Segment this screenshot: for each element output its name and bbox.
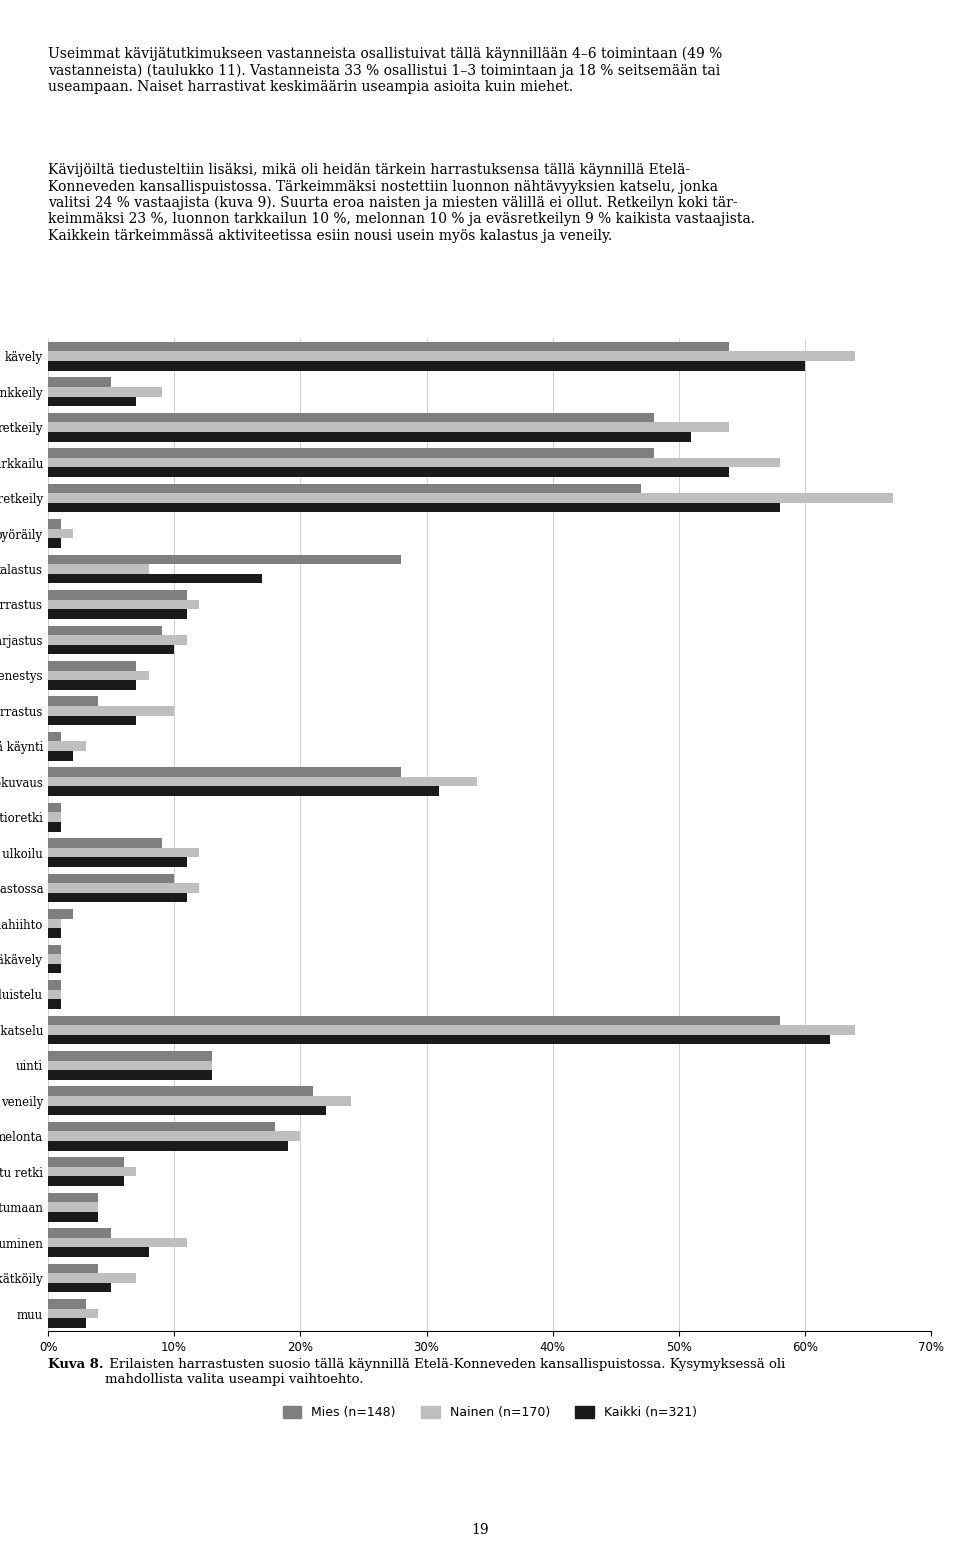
Bar	[48, 626, 161, 635]
Bar	[48, 1177, 124, 1186]
Bar	[48, 1228, 111, 1238]
Bar	[48, 1309, 99, 1318]
Bar	[48, 1051, 212, 1061]
Bar	[48, 609, 187, 618]
Bar	[48, 716, 136, 725]
Bar	[48, 752, 73, 761]
Bar	[48, 1211, 99, 1222]
Bar	[48, 351, 855, 360]
Bar	[48, 1202, 99, 1211]
Bar	[48, 1157, 124, 1166]
Bar	[48, 635, 187, 644]
Bar	[48, 387, 161, 396]
Bar	[48, 696, 99, 707]
Text: Erilaisten harrastusten suosio tällä käynnillä Etelä-Konneveden kansallispuistos: Erilaisten harrastusten suosio tällä käy…	[106, 1357, 785, 1385]
Bar	[48, 590, 187, 599]
Bar	[48, 422, 730, 432]
Bar	[48, 528, 73, 539]
Text: Kuva 8.: Kuva 8.	[48, 1357, 104, 1370]
Bar	[48, 377, 111, 387]
Bar	[48, 458, 780, 467]
Bar	[48, 1034, 830, 1044]
Bar	[48, 767, 401, 776]
Bar	[48, 1238, 187, 1247]
Bar	[48, 467, 730, 477]
Bar	[48, 539, 60, 548]
Bar	[48, 707, 174, 716]
Bar	[48, 554, 401, 564]
Bar	[48, 680, 136, 690]
Bar	[48, 662, 136, 671]
Bar	[48, 909, 73, 919]
Bar	[48, 812, 60, 822]
Bar	[48, 564, 149, 573]
Bar	[48, 980, 60, 989]
Bar	[48, 1318, 85, 1328]
Bar	[48, 964, 60, 974]
Bar	[48, 1264, 99, 1273]
Bar	[48, 1141, 288, 1151]
Bar	[48, 1300, 85, 1309]
Bar	[48, 1273, 136, 1283]
Bar	[48, 989, 60, 999]
Bar	[48, 999, 60, 1009]
Bar	[48, 929, 60, 938]
Bar	[48, 573, 262, 584]
Bar	[48, 1121, 276, 1132]
Bar	[48, 503, 780, 512]
Bar	[48, 857, 187, 867]
Bar	[48, 1132, 300, 1141]
Text: Kävijöiltä tiedusteltiin lisäksi, mikä oli heidän tärkein harrastuksensa tällä k: Kävijöiltä tiedusteltiin lisäksi, mikä o…	[48, 163, 755, 242]
Bar	[48, 803, 60, 812]
Bar	[48, 1070, 212, 1079]
Bar	[48, 494, 894, 503]
Bar	[48, 1016, 780, 1025]
Bar	[48, 893, 187, 902]
Text: Useimmat kävijätutkimukseen vastanneista osallistuivat tällä käynnillään 4–6 toi: Useimmat kävijätutkimukseen vastanneista…	[48, 47, 722, 93]
Bar	[48, 944, 60, 954]
Bar	[48, 919, 60, 929]
Bar	[48, 449, 654, 458]
Bar	[48, 1025, 855, 1034]
Bar	[48, 1166, 136, 1177]
Bar	[48, 396, 136, 405]
Bar	[48, 1247, 149, 1256]
Bar	[48, 731, 60, 741]
Bar	[48, 644, 174, 654]
Bar	[48, 954, 60, 964]
Bar	[48, 874, 174, 884]
Text: 19: 19	[471, 1523, 489, 1537]
Bar	[48, 848, 200, 857]
Bar	[48, 599, 200, 609]
Bar	[48, 360, 805, 371]
Bar	[48, 1193, 99, 1202]
Bar	[48, 884, 200, 893]
Bar	[48, 1087, 313, 1096]
Bar	[48, 342, 730, 351]
Bar	[48, 839, 161, 848]
Bar	[48, 671, 149, 680]
Bar	[48, 1106, 325, 1115]
Bar	[48, 1061, 212, 1070]
Legend: Mies (n=148), Nainen (n=170), Kaikki (n=321): Mies (n=148), Nainen (n=170), Kaikki (n=…	[277, 1401, 702, 1424]
Bar	[48, 776, 477, 786]
Bar	[48, 483, 641, 494]
Bar	[48, 822, 60, 831]
Bar	[48, 786, 439, 797]
Bar	[48, 432, 691, 441]
Bar	[48, 741, 85, 752]
Bar	[48, 1283, 111, 1292]
Bar	[48, 413, 654, 422]
Bar	[48, 519, 60, 528]
Bar	[48, 1096, 350, 1106]
